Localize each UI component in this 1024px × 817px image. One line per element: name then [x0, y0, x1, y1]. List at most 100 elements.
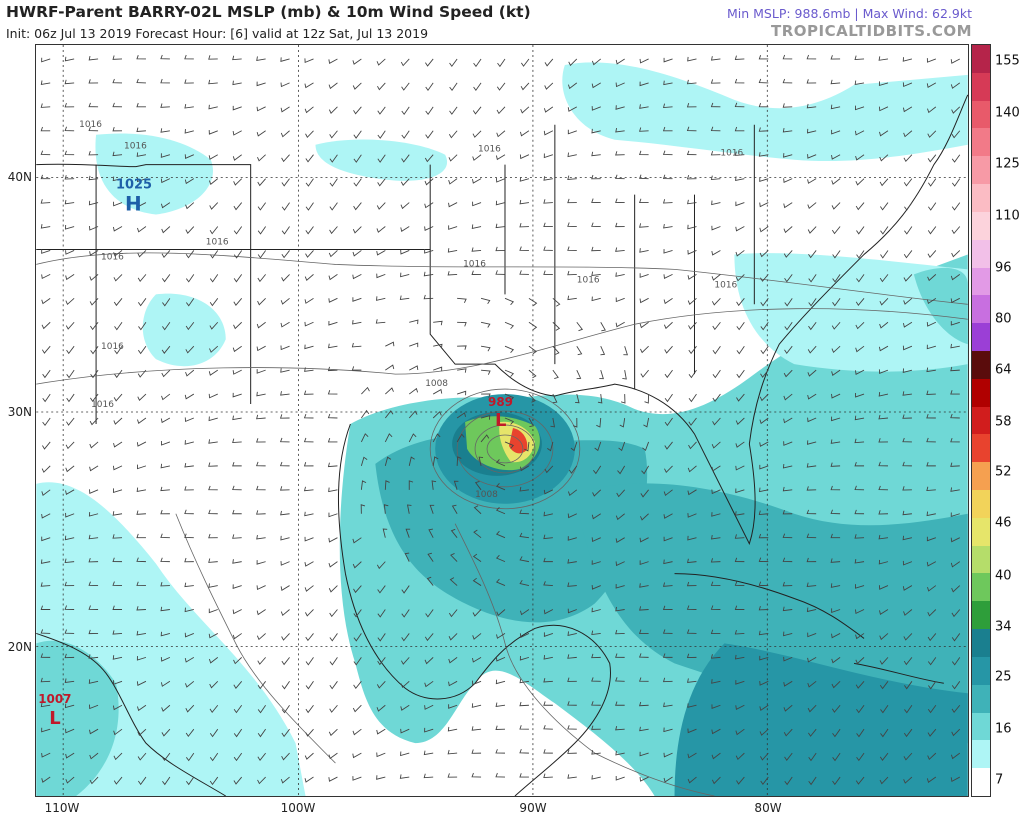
- wind-barb: [832, 776, 841, 786]
- wind-barb: [854, 584, 865, 589]
- wind-barb: [926, 776, 937, 783]
- wind-barb: [472, 130, 482, 138]
- wind-barb: [592, 489, 602, 497]
- wind-barb: [457, 368, 467, 373]
- wind-barb: [304, 536, 314, 542]
- wind-barb: [806, 128, 817, 134]
- wind-barb: [855, 392, 865, 398]
- wind-barb: [760, 322, 769, 331]
- wind-barb: [615, 297, 625, 303]
- wind-barb: [832, 752, 841, 762]
- wind-barb: [351, 366, 362, 371]
- wind-barb: [495, 459, 506, 467]
- wind-barb: [328, 776, 338, 782]
- wind-barb: [257, 154, 266, 162]
- wind-barb: [89, 298, 99, 306]
- wind-barb: [615, 222, 625, 228]
- wind-barb: [710, 581, 721, 587]
- wind-barb: [663, 297, 673, 305]
- wind-barb: [432, 388, 443, 395]
- wind-barb: [329, 130, 338, 139]
- wind-barb: [88, 605, 99, 610]
- isobar-label: 1016: [124, 142, 147, 152]
- wind-barb: [257, 298, 266, 306]
- wind-barb: [615, 151, 625, 156]
- wind-barb: [400, 272, 410, 278]
- wind-barb: [567, 129, 577, 135]
- wind-barb: [184, 462, 194, 468]
- wind-barb: [687, 558, 697, 564]
- wind-barb: [41, 727, 51, 733]
- wind-barb: [448, 130, 458, 139]
- wind-barb: [113, 201, 123, 207]
- wind-barb: [519, 748, 529, 754]
- wind-barb: [280, 391, 290, 396]
- wind-barb: [639, 104, 649, 109]
- wind-barb: [208, 608, 218, 614]
- wind-barb: [519, 270, 529, 275]
- wind-barb: [664, 417, 673, 427]
- wind-barb: [233, 657, 243, 665]
- wind-barb: [89, 441, 99, 449]
- wind-barb: [572, 418, 578, 428]
- wind-barb: [759, 202, 769, 208]
- wind-barb: [256, 369, 266, 374]
- wind-barb: [90, 369, 99, 379]
- wind-barb: [640, 489, 649, 498]
- wind-barb: [504, 345, 515, 353]
- wind-barb: [926, 486, 936, 492]
- wind-barb: [758, 533, 769, 539]
- wind-barb: [40, 199, 51, 204]
- wind-barb: [639, 150, 649, 156]
- wind-barb: [807, 369, 817, 377]
- isobar-label: 1016: [720, 149, 743, 159]
- wind-barb: [688, 369, 697, 379]
- wind-barb: [711, 250, 721, 256]
- wind-barb: [832, 728, 841, 738]
- wind-barb: [256, 485, 266, 491]
- wind-barb: [878, 414, 889, 420]
- wind-barb: [567, 701, 577, 706]
- wind-barb: [88, 175, 99, 181]
- wind-barb: [408, 480, 414, 490]
- wind-barb: [41, 513, 51, 519]
- wind-barb: [377, 130, 386, 139]
- isobar-labels: 1016 1016 1016 1016 1016 1016 1016 1016 …: [79, 120, 743, 500]
- wind-barb: [160, 202, 171, 209]
- wind-barb: [376, 561, 386, 570]
- wind-barb: [208, 533, 218, 539]
- wind-barb: [735, 465, 745, 471]
- wind-barb: [711, 728, 721, 735]
- wind-barb: [591, 246, 601, 252]
- wind-barb: [855, 633, 865, 640]
- wind-barb: [854, 80, 865, 86]
- wind-barb: [113, 776, 123, 785]
- wind-barb: [641, 465, 649, 475]
- wind-barb: [927, 226, 937, 235]
- wind-barb: [425, 106, 434, 115]
- wind-barb: [112, 55, 123, 60]
- wind-barb: [854, 415, 865, 421]
- wind-barb: [472, 178, 482, 184]
- wind-barb: [64, 79, 75, 85]
- colorbar-band: [972, 573, 990, 602]
- wind-barb: [473, 529, 482, 539]
- wind-barb: [830, 104, 841, 110]
- wind-barb: [256, 510, 266, 515]
- wind-barb: [405, 528, 411, 538]
- wind-barb: [734, 55, 745, 60]
- wind-barb: [591, 630, 601, 636]
- wind-barb: [950, 561, 961, 568]
- colorbar-band: [972, 656, 990, 686]
- wind-barb: [576, 321, 584, 332]
- lon-label-80w: 80W: [754, 801, 782, 815]
- wind-barb: [232, 461, 242, 467]
- wind-barb: [401, 609, 410, 618]
- map-title: HWRF-Parent BARRY-02L MSLP (mb) & 10m Wi…: [6, 3, 531, 21]
- wind-barb: [112, 655, 123, 660]
- wind-barb: [112, 465, 123, 471]
- wind-barb: [377, 657, 386, 666]
- wind-barb: [209, 226, 219, 235]
- colorbar-band: [972, 72, 990, 102]
- wind-barb: [950, 297, 960, 304]
